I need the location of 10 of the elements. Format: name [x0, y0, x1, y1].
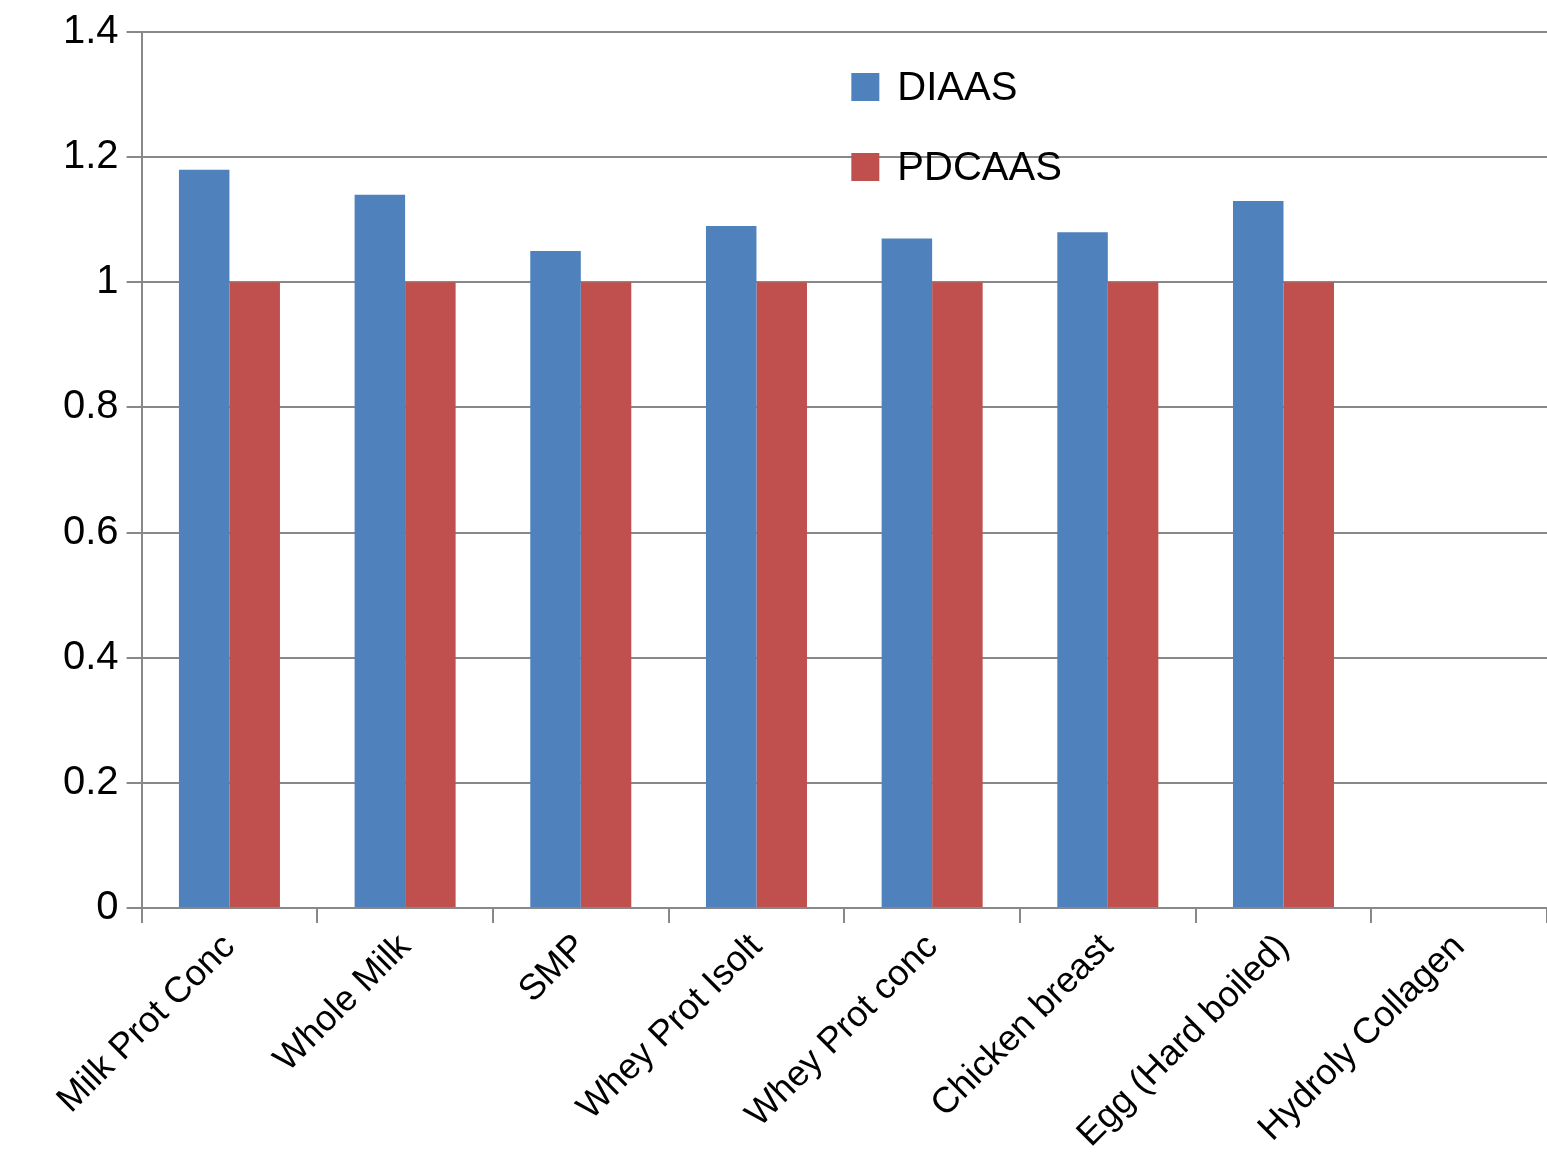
y-tick-label: 1.4	[63, 7, 119, 52]
y-tick-label: 0	[96, 882, 119, 927]
y-tick-label: 0.6	[63, 507, 119, 552]
legend-label: DIAAS	[897, 64, 1018, 109]
y-tick-label: 0.2	[63, 757, 119, 802]
y-tick-label: 0.8	[63, 382, 119, 427]
y-tick-label: 1	[96, 257, 119, 302]
legend-label: PDCAAS	[897, 144, 1062, 189]
y-tick-label: 1.2	[63, 132, 119, 177]
y-tick-label: 0.4	[63, 632, 119, 677]
